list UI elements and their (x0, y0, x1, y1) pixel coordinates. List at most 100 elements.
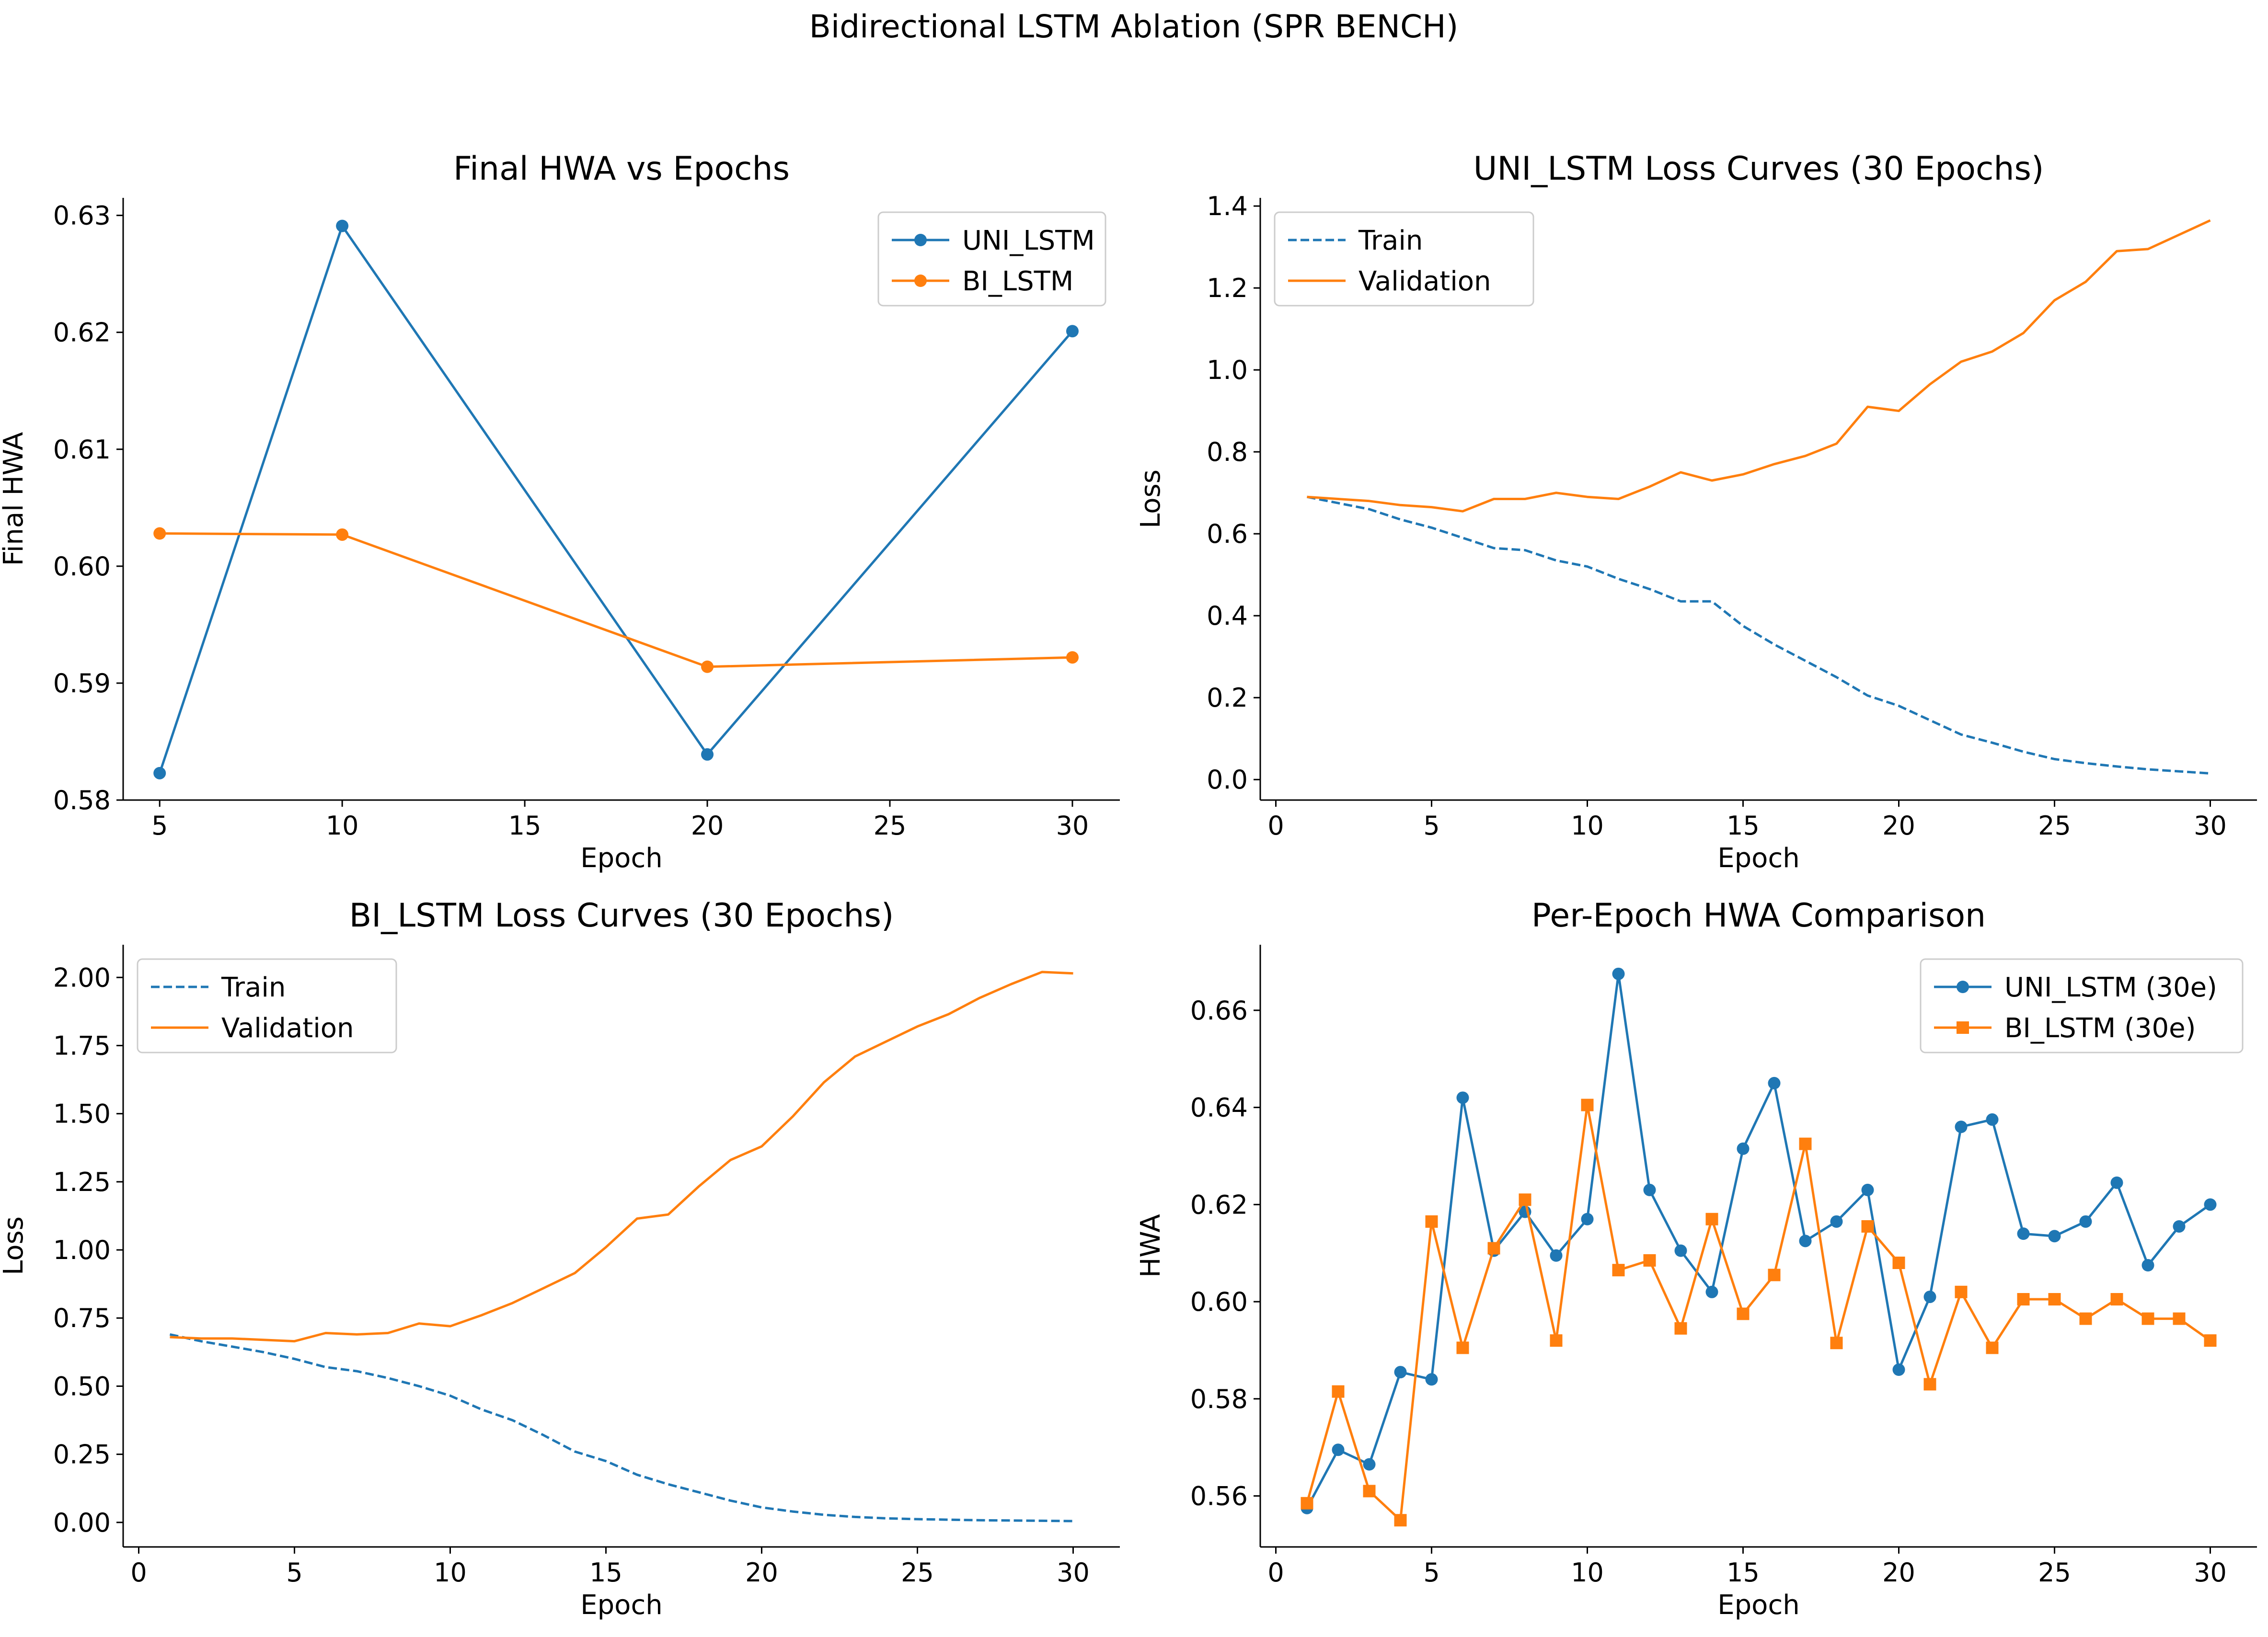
data-point (1066, 651, 1079, 664)
series-line (160, 532, 1073, 668)
data-point (2204, 1198, 2217, 1211)
y-tick-label: 0.59 (53, 668, 111, 698)
chart-title: Per-Epoch HWA Comparison (1531, 897, 1986, 935)
x-tick-label: 15 (1727, 811, 1760, 841)
legend-marker (914, 275, 927, 287)
data-point (1643, 1254, 1656, 1267)
y-tick-label: 0.4 (1207, 601, 1248, 631)
y-tick-label: 0.62 (1190, 1190, 1248, 1220)
y-axis-label: Final HWA (0, 432, 29, 566)
x-tick-label: 0 (1267, 1557, 1284, 1588)
y-tick-label: 1.25 (53, 1167, 111, 1197)
x-tick-label: 10 (1571, 1557, 1604, 1588)
x-tick-label: 10 (326, 811, 359, 841)
series-uni-lstm (153, 219, 1079, 779)
x-tick-label: 0 (1267, 811, 1284, 841)
legend-label: BI_LSTM (962, 266, 1073, 297)
data-point (1394, 1514, 1407, 1527)
y-tick-label: 0.60 (1190, 1287, 1248, 1317)
data-point (2173, 1220, 2186, 1233)
x-tick-label: 30 (1056, 811, 1089, 841)
x-tick-label: 20 (691, 811, 724, 841)
x-tick-label: 5 (1423, 1557, 1439, 1588)
y-tick-label: 1.75 (53, 1030, 111, 1061)
data-point (2079, 1312, 2092, 1325)
data-point (1955, 1121, 1968, 1133)
legend-marker (1957, 1021, 1969, 1034)
y-axis-label: Loss (1135, 469, 1166, 528)
data-point (1612, 967, 1625, 980)
x-axis-label: Epoch (1717, 843, 1799, 874)
data-point (1581, 1099, 1594, 1111)
data-point (1705, 1285, 1718, 1298)
x-tick-label: 30 (2194, 1557, 2227, 1588)
data-point (1768, 1269, 1781, 1282)
data-point (2141, 1259, 2154, 1272)
chart-panel-1: Final HWA vs Epochs 5 10 15 20 25 30 0.58 0.59 0.… (0, 150, 1120, 874)
data-point (1332, 1443, 1345, 1456)
x-tick-label: 5 (1423, 811, 1439, 841)
legend-label: UNI_LSTM (962, 225, 1095, 256)
x-tick-label: 30 (2194, 811, 2227, 841)
legend-label: Train (221, 972, 286, 1003)
data-point (1066, 325, 1079, 338)
data-point (1737, 1142, 1750, 1155)
data-point (1955, 1285, 1968, 1298)
x-tick-label: 15 (508, 811, 541, 841)
y-tick-label: 0.58 (1190, 1384, 1248, 1414)
y-tick-label: 0.50 (53, 1371, 111, 1401)
data-point (1456, 1341, 1469, 1354)
data-point (1799, 1137, 1812, 1150)
x-tick-label: 15 (1727, 1557, 1760, 1588)
data-point (1674, 1244, 1687, 1257)
data-point (1861, 1220, 1874, 1233)
series-train (1307, 495, 2210, 775)
legend-label: BI_LSTM (30e) (2004, 1013, 2196, 1044)
data-point (1425, 1215, 1438, 1228)
series-line (158, 225, 1073, 774)
legend-label: Validation (1358, 266, 1491, 297)
data-point (336, 219, 349, 232)
y-tick-label: 1.50 (53, 1099, 111, 1129)
figure-suptitle: Bidirectional LSTM Ablation (SPR BENCH) (809, 8, 1459, 45)
series-line (169, 1333, 1073, 1523)
data-point (1363, 1458, 1376, 1471)
y-tick-label: 1.00 (53, 1235, 111, 1265)
x-tick-label: 25 (901, 1557, 934, 1588)
x-axis-label: Epoch (580, 1590, 662, 1621)
y-tick-label: 0.64 (1190, 1093, 1248, 1123)
data-point (1487, 1242, 1500, 1255)
x-tick-label: 20 (1882, 1557, 1915, 1588)
y-tick-label: 0.2 (1207, 683, 1248, 713)
y-tick-label: 0.60 (53, 551, 111, 582)
y-tick-label: 1.4 (1207, 191, 1248, 221)
data-point (1737, 1307, 1750, 1320)
legend-label: Train (1358, 225, 1423, 256)
legend-frame (1274, 211, 1534, 307)
data-point (2017, 1293, 2030, 1306)
x-tick-label: 25 (2038, 1557, 2071, 1588)
y-tick-label: 0.62 (53, 318, 111, 348)
legend-frame (1920, 958, 2244, 1053)
data-point (1643, 1183, 1656, 1196)
data-point (2048, 1230, 2061, 1243)
data-point (1892, 1256, 1905, 1269)
data-point (1550, 1249, 1563, 1262)
data-point (2204, 1334, 2217, 1347)
data-point (336, 528, 349, 541)
chart-panel-4: Per-Epoch HWA Comparison 0 5 10 15 20 25 30 0.56… (1135, 897, 2257, 1621)
data-point (1861, 1183, 1874, 1196)
series-validation (170, 971, 1073, 1343)
legend: UNI_LSTM BI_LSTM (877, 211, 1106, 307)
data-point (1301, 1497, 1313, 1510)
legend-label: Validation (221, 1013, 354, 1044)
legend-label: UNI_LSTM (30e) (2004, 972, 2217, 1003)
data-point (1830, 1215, 1843, 1228)
series-line (1307, 495, 2210, 775)
x-tick-label: 10 (434, 1557, 467, 1588)
y-tick-label: 0.25 (53, 1440, 111, 1470)
series-line (1307, 219, 2211, 513)
y-tick-label: 0.61 (53, 435, 111, 465)
data-point (1581, 1213, 1594, 1225)
legend-frame (877, 211, 1106, 307)
